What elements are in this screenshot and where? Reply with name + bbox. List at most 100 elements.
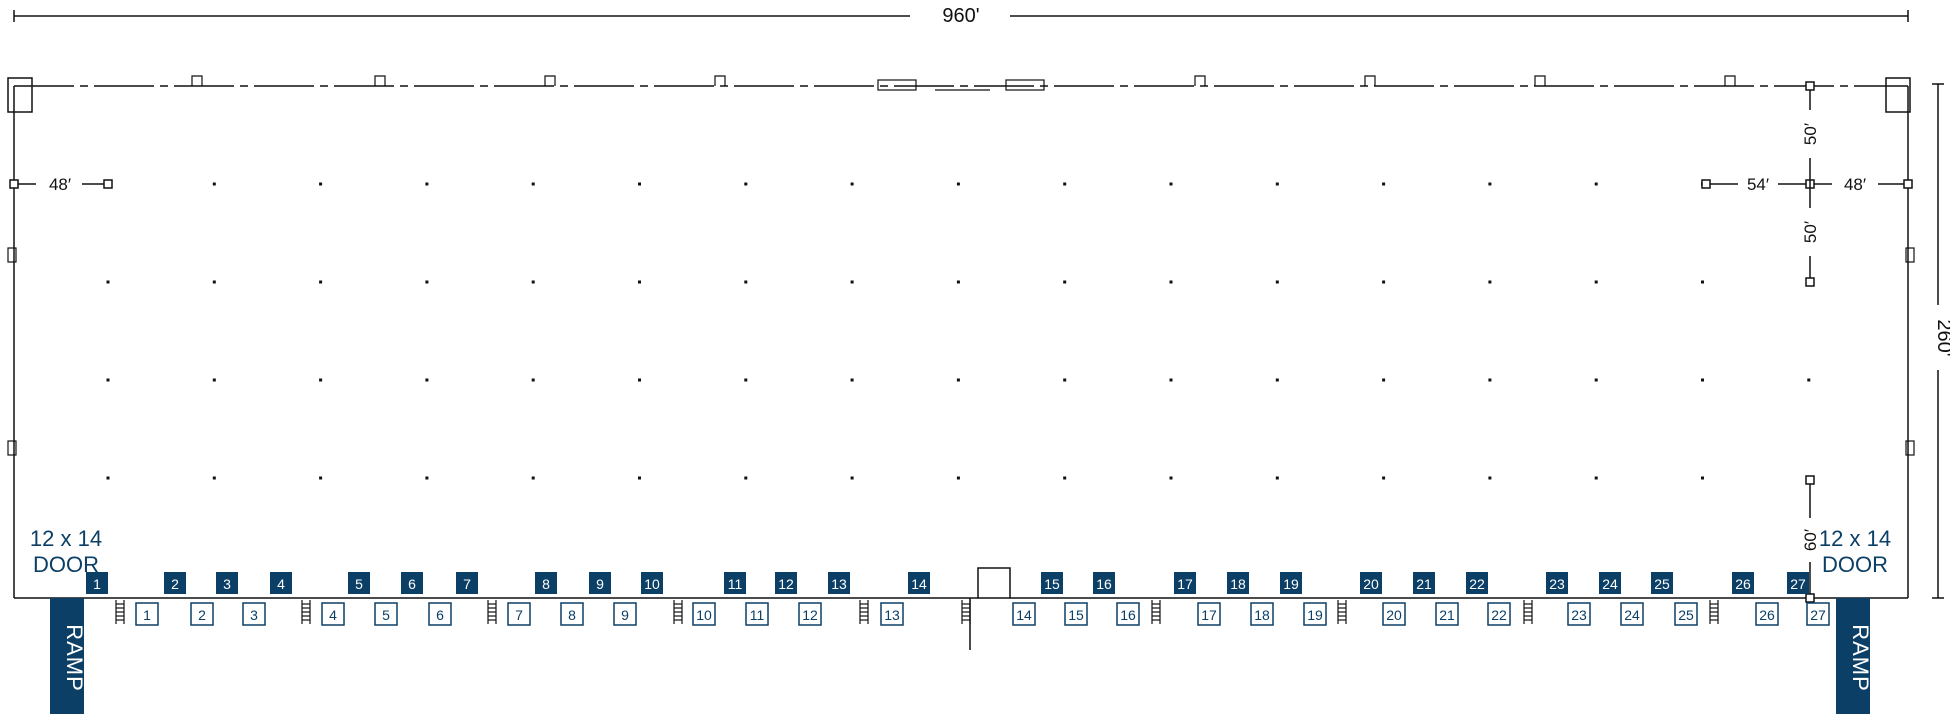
dock-door: 14	[908, 572, 930, 594]
dock-door-number: 21	[1416, 576, 1432, 592]
dock-position-box	[798, 602, 822, 626]
dock-position: 3	[242, 602, 266, 626]
dock-door: 4	[270, 572, 292, 594]
column-dot	[1382, 182, 1386, 186]
right-bay-dimensions	[1701, 81, 1913, 603]
dock-position-box	[1012, 602, 1036, 626]
column-dot	[850, 182, 854, 186]
top-wall-doors	[191, 75, 1736, 91]
dock-door: 27	[1787, 572, 1809, 594]
column-dot	[638, 182, 641, 186]
dock-door-number: 13	[831, 576, 847, 592]
column-dot	[850, 378, 854, 382]
dock-position-box	[1567, 602, 1591, 626]
dock-position: 14	[1012, 602, 1036, 626]
dock-position: 11	[745, 602, 769, 626]
dock-door: 26	[1732, 572, 1754, 594]
dock-door-number: 23	[1549, 576, 1565, 592]
dock-door-number: 9	[596, 576, 604, 592]
column-dot	[1275, 280, 1279, 284]
side-wall-doors	[7, 247, 1915, 456]
dock-door-marker	[1651, 572, 1673, 594]
dock-position-number: 4	[329, 607, 337, 623]
dock-position-number: 6	[436, 607, 444, 623]
dock-position-box	[190, 602, 214, 626]
dock-door-number: 1	[93, 576, 101, 592]
dock-position: 22	[1487, 602, 1511, 626]
dock-door-marker	[1174, 572, 1196, 594]
ramp-left	[50, 598, 84, 714]
dock-position: 2	[190, 602, 214, 626]
dock-door: 11	[724, 572, 746, 594]
dock-position-number: 22	[1491, 607, 1507, 623]
dock-position-box	[507, 602, 531, 626]
dock-door: 10	[641, 572, 663, 594]
dock-door-number: 16	[1096, 576, 1112, 592]
dock-position-box	[1064, 602, 1088, 626]
central-entrance	[969, 567, 1011, 650]
column-grid	[106, 182, 1811, 480]
column-dot	[744, 280, 748, 284]
dock-position-number: 8	[568, 607, 576, 623]
dock-position: 4	[321, 602, 345, 626]
dock-position-number: 14	[1016, 607, 1032, 623]
column-dot	[956, 476, 960, 480]
dock-position-number: 23	[1571, 607, 1587, 623]
depth-dimension	[1932, 83, 1944, 599]
stair-icon	[1337, 600, 1347, 624]
dock-door-marker	[164, 572, 186, 594]
dock-position: 27	[1806, 602, 1830, 626]
dock-door-marker	[908, 572, 930, 594]
column-dot	[1488, 476, 1492, 480]
column-dot	[1063, 378, 1067, 382]
column-dot	[744, 378, 748, 382]
dock-door-marker	[1041, 572, 1063, 594]
column-dot	[1488, 378, 1492, 382]
dock-position-box	[242, 602, 266, 626]
dock-position-box	[692, 602, 716, 626]
dock-door-marker	[724, 572, 746, 594]
stair-icon	[1151, 600, 1161, 624]
column-dot	[1594, 476, 1598, 480]
column-dot	[1169, 378, 1173, 382]
dock-door-number: 3	[223, 576, 231, 592]
dock-door: 18	[1227, 572, 1249, 594]
dock-door-marker	[456, 572, 478, 594]
dock-door-marker	[270, 572, 292, 594]
dock-position: 20	[1382, 602, 1406, 626]
dock-position-number: 9	[621, 607, 629, 623]
dock-door-number: 26	[1735, 576, 1751, 592]
dock-position-box	[745, 602, 769, 626]
dock-position: 25	[1674, 602, 1698, 626]
dock-door-number: 27	[1790, 576, 1806, 592]
dock-position-box	[1250, 602, 1274, 626]
column-dot	[425, 378, 429, 382]
dock-position-number: 27	[1810, 607, 1826, 623]
dock-door-marker	[1227, 572, 1249, 594]
column-dot	[425, 280, 429, 284]
dock-door: 6	[401, 572, 423, 594]
width-dimension-label: 960'	[942, 5, 979, 27]
column-dot	[1701, 280, 1704, 284]
stair-icon	[1523, 600, 1533, 624]
dock-position-box	[560, 602, 584, 626]
dock-position-box	[321, 602, 345, 626]
dock-door: 12	[775, 572, 797, 594]
column-dot	[1169, 182, 1173, 186]
dock-door-number: 8	[542, 576, 550, 592]
dock-position-number: 3	[250, 607, 258, 623]
dock-position-box	[1435, 602, 1459, 626]
column-dot	[850, 280, 854, 284]
dock-position-number: 25	[1678, 607, 1694, 623]
dock-door-marker	[348, 572, 370, 594]
column-dot	[1275, 182, 1279, 186]
dock-position: 9	[613, 602, 637, 626]
dock-door: 3	[216, 572, 238, 594]
dock-door-marker	[401, 572, 423, 594]
dock-door-number: 20	[1363, 576, 1379, 592]
dock-position: 23	[1567, 602, 1591, 626]
column-dot	[1594, 280, 1598, 284]
dock-door: 15	[1041, 572, 1063, 594]
dock-position-number: 13	[884, 607, 900, 623]
